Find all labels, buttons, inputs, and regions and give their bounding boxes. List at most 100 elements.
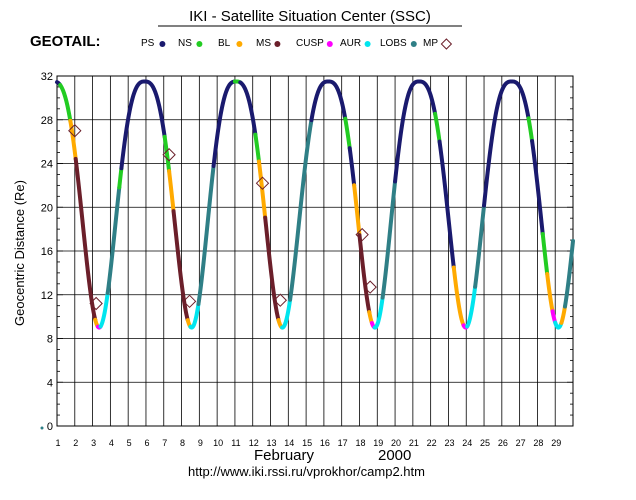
legend-label-ms: MS <box>256 38 271 49</box>
x-tick-label-18: 18 <box>355 438 365 448</box>
x-tick-label-16: 16 <box>320 438 330 448</box>
segment-ms-3 <box>73 156 98 322</box>
segment-ps-16 <box>211 79 237 169</box>
x-tick-label-26: 26 <box>498 438 508 448</box>
x-tick-label-5: 5 <box>127 438 132 448</box>
segment-lobs-7 <box>105 185 122 296</box>
mp-marker-2 <box>162 148 176 162</box>
x-tick-label-6: 6 <box>144 438 149 448</box>
y-tick-label-20: 20 <box>41 202 53 214</box>
mp-marker-7 <box>363 280 377 294</box>
mp-markers <box>68 123 377 311</box>
legend-marker-mp <box>440 38 453 50</box>
segment-bl-45 <box>545 271 555 314</box>
segment-ps-36 <box>437 139 456 270</box>
segment-ps-27 <box>347 146 357 188</box>
legend-marker-bl <box>236 41 243 47</box>
y-tick-label-8: 8 <box>47 334 53 346</box>
x-tick-label-29: 29 <box>551 438 561 448</box>
legend-label-lobs: LOBS <box>380 38 407 49</box>
x-tick-label-19: 19 <box>373 438 383 448</box>
origin-dot <box>40 426 44 430</box>
mp-marker-3 <box>182 294 197 309</box>
segment-bl-37 <box>451 265 466 328</box>
segment-bl-28 <box>352 183 362 238</box>
segment-aur-32 <box>372 295 385 330</box>
x-tick-label-9: 9 <box>198 438 203 448</box>
segment-ps-34 <box>393 79 438 184</box>
year-label: 2000 <box>378 447 411 464</box>
y-tick-label-0: 0 <box>47 421 53 433</box>
legend-marker-lobs <box>410 41 417 47</box>
y-tick-label-32: 32 <box>41 71 53 83</box>
x-tick-label-12: 12 <box>249 438 259 448</box>
legend-marker-cusp <box>326 41 333 47</box>
y-tick-label-4: 4 <box>47 377 53 389</box>
segment-ns-42 <box>526 116 535 143</box>
segment-aur-39 <box>465 284 478 329</box>
legend-label-aur: AUR <box>340 38 361 49</box>
x-tick-label-17: 17 <box>338 438 348 448</box>
segment-bl-11 <box>167 169 176 214</box>
satellite-label: GEOTAIL: <box>30 33 101 50</box>
x-tick-label-28: 28 <box>533 438 543 448</box>
legend-label-ps: PS <box>141 38 155 49</box>
x-tick-label-2: 2 <box>73 438 78 448</box>
x-tick-label-20: 20 <box>391 438 401 448</box>
segment-ns-8 <box>117 166 124 190</box>
segment-ns-10 <box>162 134 172 174</box>
legend-label-bl: BL <box>218 38 231 49</box>
y-tick-label-16: 16 <box>41 246 53 258</box>
segment-ps-43 <box>530 139 545 236</box>
segment-ns-1 <box>58 83 73 123</box>
x-tick-label-21: 21 <box>409 438 419 448</box>
x-tick-label-24: 24 <box>462 438 472 448</box>
x-tick-label-27: 27 <box>516 438 526 448</box>
segment-ms-21 <box>263 215 281 323</box>
mp-marker-6 <box>355 227 369 242</box>
mp-marker-1 <box>89 296 103 311</box>
legend-label-ns: NS <box>178 38 192 49</box>
month-label: February <box>254 447 315 464</box>
y-tick-label-12: 12 <box>41 290 53 302</box>
segment-ps-9 <box>119 79 167 171</box>
legend-marker-ns <box>196 41 203 47</box>
segment-ns-44 <box>540 231 550 276</box>
x-tick-label-15: 15 <box>302 438 312 448</box>
x-tick-label-11: 11 <box>231 438 240 448</box>
x-tick-label-22: 22 <box>427 438 437 448</box>
segment-bl-20 <box>256 159 268 220</box>
y-tick-label-24: 24 <box>41 159 53 171</box>
segment-aur-14 <box>188 301 201 330</box>
mp-marker-4 <box>255 176 270 190</box>
x-tick-label-14: 14 <box>284 438 294 448</box>
x-tick-label-7: 7 <box>162 438 167 448</box>
grid <box>56 75 573 427</box>
x-tick-label-10: 10 <box>213 438 223 448</box>
legend-label-cusp: CUSP <box>296 38 324 49</box>
x-tick-label-3: 3 <box>91 438 96 448</box>
x-tick-label-8: 8 <box>180 438 185 448</box>
chart-title: IKI - Satellite Situation Center (SSC) <box>189 8 431 25</box>
segment-aur-6 <box>98 291 110 329</box>
x-tick-label-25: 25 <box>480 438 490 448</box>
segment-bl-2 <box>68 118 78 161</box>
segment-aur-23 <box>280 297 293 330</box>
mp-marker-5 <box>273 293 288 307</box>
x-tick-label-4: 4 <box>109 438 114 448</box>
segment-ns-35 <box>433 111 442 144</box>
segment-ms-12 <box>171 209 190 323</box>
legend-marker-ps <box>159 41 166 47</box>
segment-lobs-40 <box>473 203 487 289</box>
segment-lobs-49 <box>562 239 575 309</box>
y-tick-label-28: 28 <box>41 115 53 127</box>
segment-ps-41 <box>482 79 531 208</box>
segment-lobs-33 <box>380 179 398 300</box>
segment-aur-47 <box>553 320 564 330</box>
x-tick-label-13: 13 <box>267 438 277 448</box>
legend-marker-aur <box>364 41 371 47</box>
x-tick-label-1: 1 <box>55 438 60 448</box>
